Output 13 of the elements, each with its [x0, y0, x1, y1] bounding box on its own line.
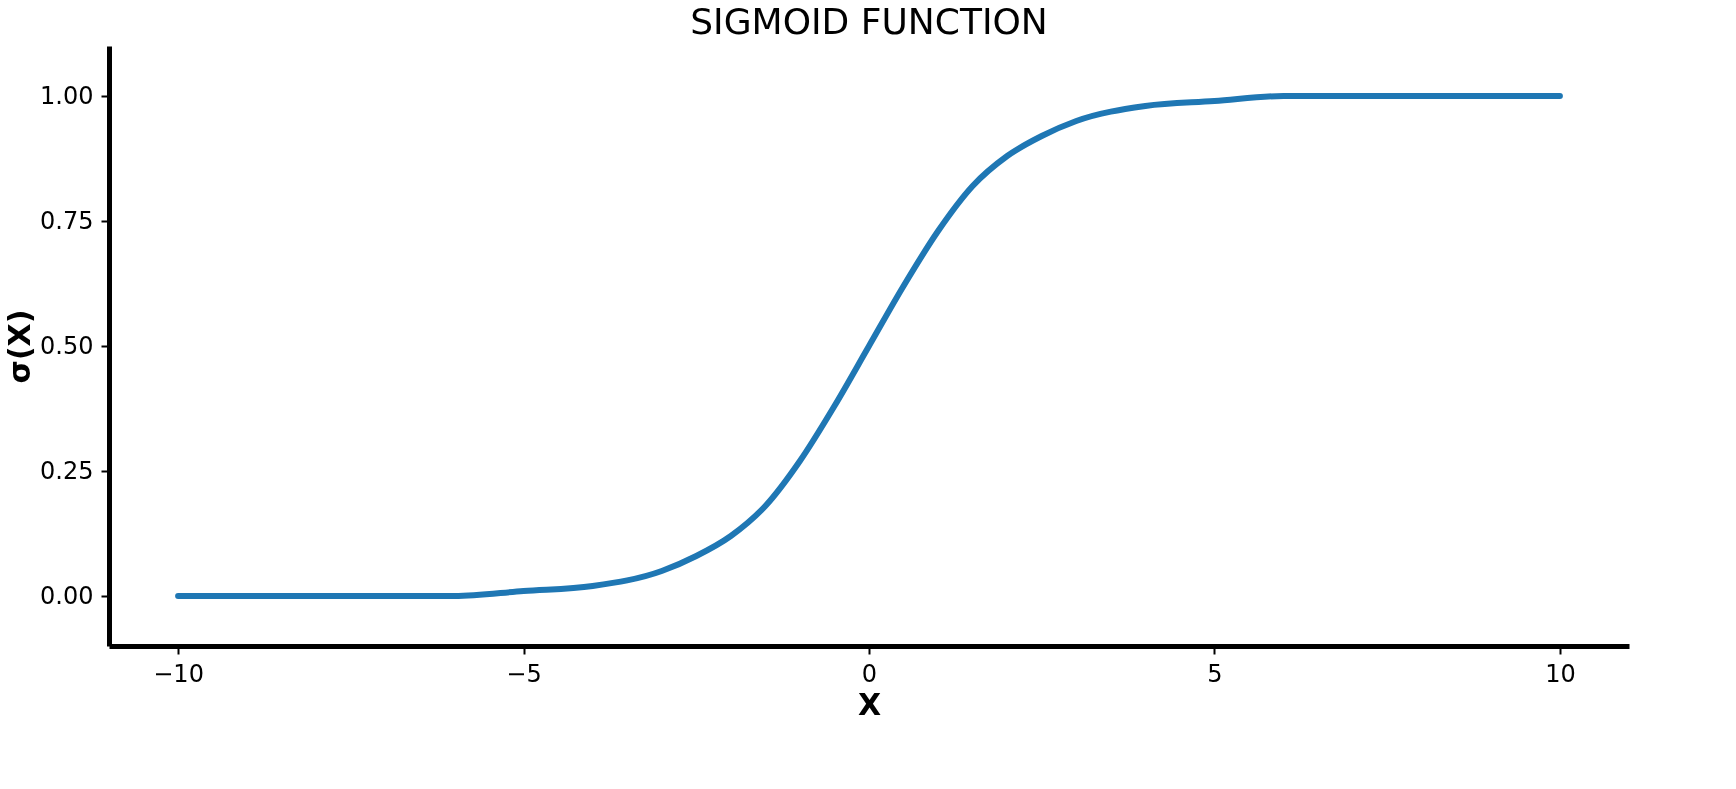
y-axis-title: σ(X) — [2, 309, 38, 384]
x-tick-label: 0 — [861, 659, 878, 688]
chart-title: SIGMOID FUNCTION — [690, 1, 1048, 42]
x-tick-label: −5 — [506, 659, 542, 688]
x-tick-label: 5 — [1207, 659, 1223, 688]
y-tick-label: 0.25 — [40, 456, 94, 485]
x-axis-title: X — [857, 686, 882, 722]
y-tick-label: 1.00 — [40, 81, 94, 110]
x-tick-label: 10 — [1545, 659, 1576, 688]
y-tick-label: 0.00 — [40, 581, 94, 610]
y-tick-label: 0.50 — [40, 331, 94, 360]
x-tick-label: −10 — [153, 659, 204, 688]
y-tick-label: 0.75 — [40, 206, 94, 235]
